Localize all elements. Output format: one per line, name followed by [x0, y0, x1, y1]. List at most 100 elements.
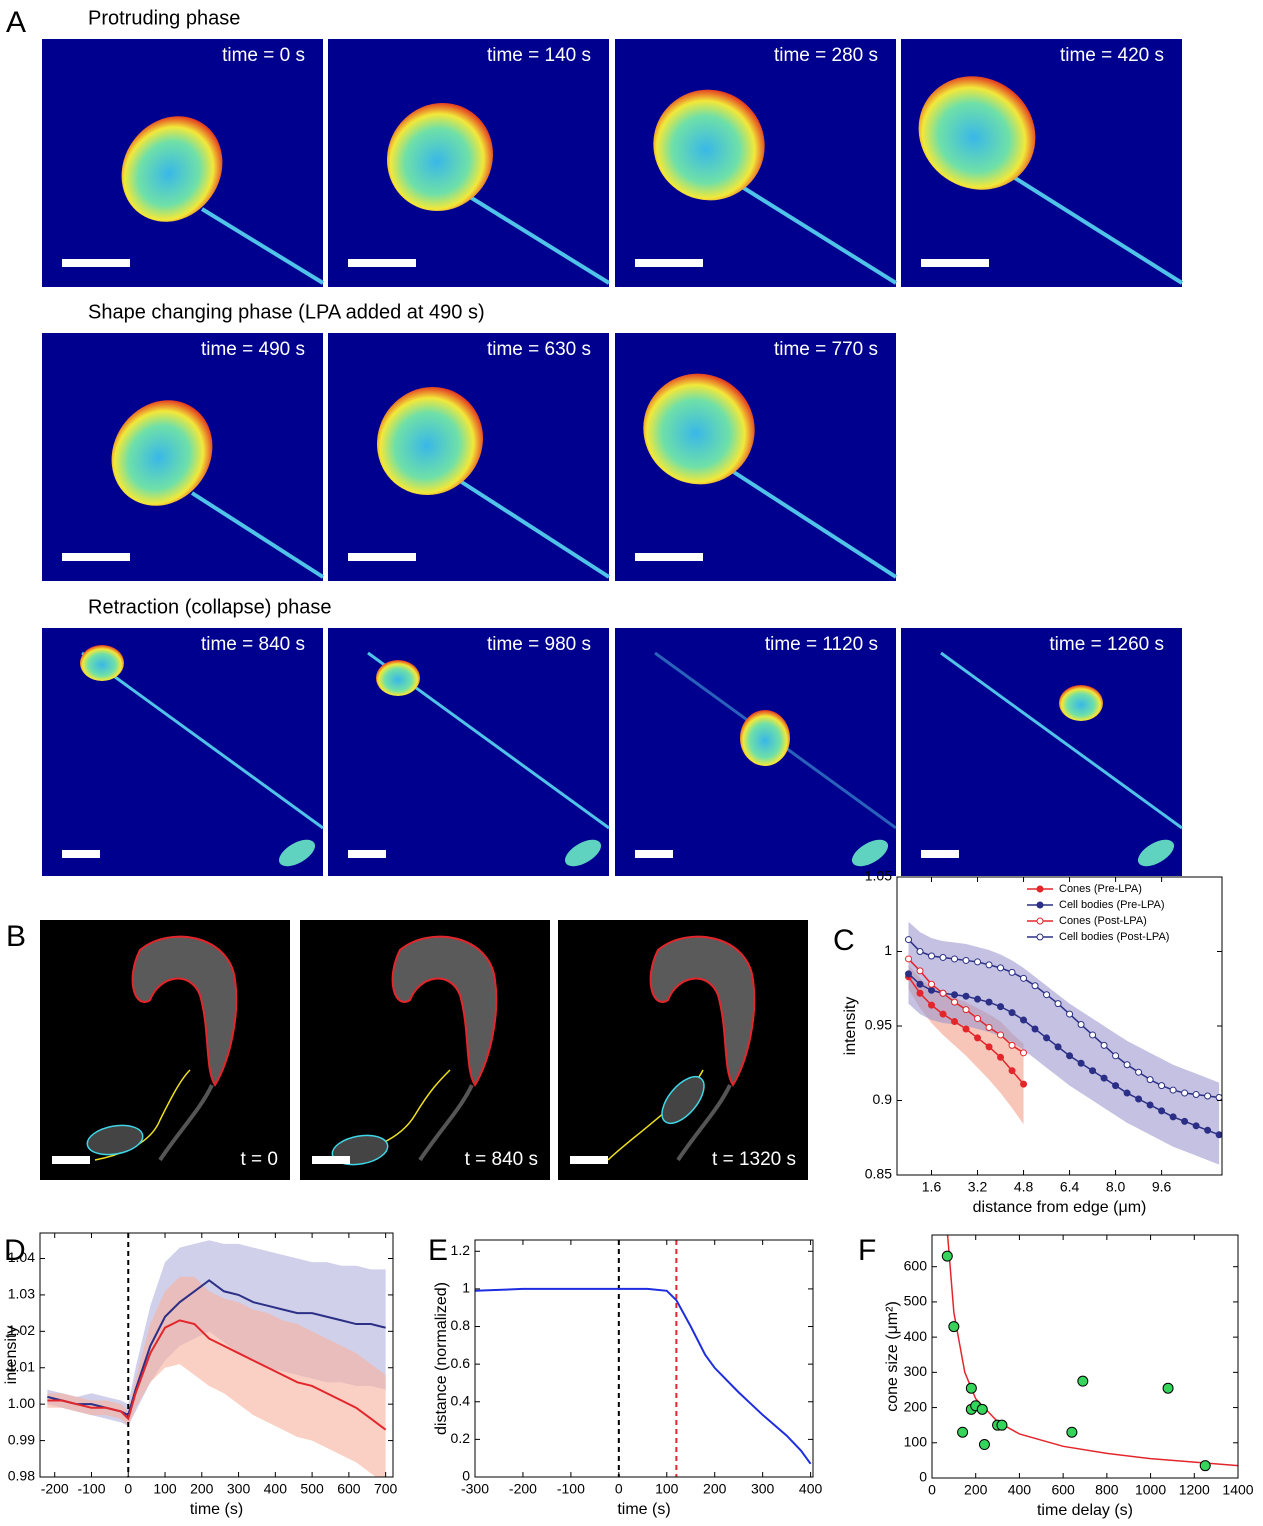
data-point: [996, 1419, 1008, 1431]
data-point: [1066, 1426, 1078, 1438]
axon: [676, 1084, 732, 1162]
data-point: [1089, 1067, 1097, 1075]
panel-label: C: [833, 924, 855, 957]
neurite: [468, 195, 611, 285]
data-point: [965, 1382, 977, 1394]
y-tick-label: 1.01: [8, 1358, 35, 1374]
data-line: [908, 973, 1220, 1136]
data-point: [962, 1025, 970, 1033]
growth-cone: [386, 102, 494, 212]
data-point: [974, 995, 982, 1003]
x-tick-label: -300: [461, 1481, 489, 1497]
legend-label: Cell bodies (Pre-LPA): [1059, 899, 1165, 911]
x-tick-label: -100: [557, 1481, 585, 1497]
growth-cone: [376, 386, 484, 496]
data-line: [47, 1319, 387, 1431]
data-point: [1020, 1016, 1028, 1024]
frame-label: t = 840 s: [465, 1149, 538, 1170]
x-tick-label: 100: [153, 1481, 177, 1497]
data-point: [1158, 1107, 1166, 1115]
cell-body: [649, 935, 756, 1087]
data-point: [1100, 1041, 1108, 1049]
panel-label: A: [6, 6, 26, 39]
data-point: [1135, 1095, 1143, 1103]
axon: [158, 1084, 214, 1162]
neurite: [1005, 171, 1184, 285]
data-point: [1100, 1074, 1108, 1082]
data-point: [1204, 1092, 1212, 1100]
data-point: [1020, 974, 1028, 982]
x-tick-label: -200: [41, 1481, 69, 1497]
data-point: [1112, 1082, 1120, 1090]
x-axis-label: time (s): [617, 1501, 670, 1518]
data-point: [916, 980, 924, 988]
growth-cone: [111, 400, 213, 506]
confidence-band: [908, 921, 1220, 1165]
x-axis-label: time delay (s): [1037, 1502, 1133, 1519]
x-axis-label: time (s): [190, 1501, 243, 1518]
data-point: [1146, 1076, 1154, 1084]
y-tick-label: 0.6: [451, 1355, 471, 1371]
data-point: [1008, 968, 1016, 976]
scale-bar: [570, 1156, 608, 1164]
data-point: [976, 1403, 988, 1415]
data-point: [1192, 1091, 1200, 1099]
neurite: [81, 651, 324, 830]
data-point: [951, 1018, 959, 1026]
data-point: [1089, 1031, 1097, 1039]
data-point: [1169, 1086, 1177, 1094]
y-tick-label: 0.95: [865, 1017, 892, 1033]
row-title: Protruding phase: [88, 7, 240, 29]
scale-bar: [635, 553, 703, 561]
scale-bar: [635, 850, 673, 858]
frame-label: time = 420 s: [1060, 45, 1164, 66]
x-tick-label: 300: [751, 1481, 775, 1497]
growth-cone: [80, 645, 124, 681]
data-point: [985, 1043, 993, 1051]
axes-frame: [39, 1232, 394, 1478]
data-point: [1031, 982, 1039, 990]
y-tick-label: 0.4: [451, 1392, 471, 1408]
cell-outline: [607, 935, 756, 1162]
scale-bar: [348, 259, 416, 267]
data-point: [1066, 1010, 1074, 1018]
panel-label: B: [6, 920, 26, 953]
y-axis-label: distance (normalized): [433, 1282, 450, 1435]
x-tick-label: 9.6: [1152, 1179, 1172, 1195]
x-tick-label: 1.6: [922, 1179, 942, 1195]
data-point: [1020, 1049, 1028, 1057]
data-point: [1123, 1061, 1131, 1069]
data-point: [1135, 1068, 1143, 1076]
y-tick-label: 1.05: [865, 868, 892, 884]
legend-label: Cones (Post-LPA): [1059, 915, 1147, 927]
frame-label: time = 630 s: [487, 339, 591, 360]
x-tick-label: 1400: [1222, 1482, 1253, 1498]
data-line: [475, 1287, 812, 1465]
frame-label: t = 0: [241, 1149, 279, 1170]
data-point: [951, 991, 959, 999]
x-tick-label: 8.0: [1106, 1179, 1126, 1195]
data-point: [1054, 1043, 1062, 1051]
data-point: [962, 1006, 970, 1014]
x-tick-label: 600: [337, 1481, 361, 1497]
x-tick-label: 1200: [1179, 1482, 1210, 1498]
scale-bar: [348, 553, 416, 561]
axes-frame: [896, 876, 1223, 1176]
y-axis-label: cone size (μm²): [884, 1301, 901, 1412]
y-tick-label: 0: [462, 1468, 470, 1484]
y-tick-label: 1.03: [8, 1286, 35, 1302]
y-tick-label: 0.99: [8, 1431, 35, 1447]
legend-marker: [1036, 933, 1044, 941]
growth-cone: [661, 1075, 705, 1125]
neurite: [727, 467, 898, 579]
x-tick-label: 400: [1008, 1482, 1032, 1498]
frame-label: time = 980 s: [487, 634, 591, 655]
x-tick-label: 0: [615, 1481, 623, 1497]
scale-bar: [921, 850, 959, 858]
data-point: [978, 1439, 990, 1451]
data-point: [941, 1250, 953, 1262]
data-point: [951, 955, 959, 963]
y-tick-label: 1.00: [8, 1395, 35, 1411]
data-point: [1146, 1101, 1154, 1109]
